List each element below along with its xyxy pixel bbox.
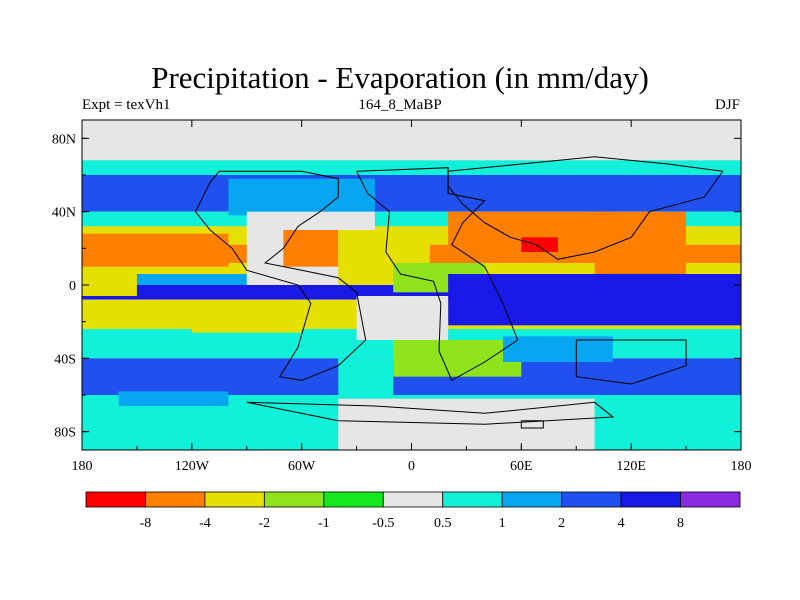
- colorbar-swatch: [145, 491, 206, 508]
- colorbar-label: 4: [618, 516, 625, 531]
- field-patch-17: [503, 336, 613, 362]
- field-patch-8: [594, 211, 687, 274]
- field-band-2: [82, 175, 741, 212]
- coastline-5: [520, 420, 544, 429]
- field-patch-9: [82, 233, 229, 267]
- latitude-axis: 80N 40N 0 40S 80S: [52, 132, 741, 441]
- coastlines: [194, 156, 724, 429]
- coastline-3: [575, 339, 687, 385]
- x-tick-label: 120W: [175, 459, 210, 474]
- page-title: Precipitation - Evaporation (in mm/day): [151, 60, 649, 95]
- colorbar-label: -0.5: [372, 516, 394, 531]
- field-patch-16: [393, 340, 522, 377]
- x-tick-label: 180: [72, 459, 93, 474]
- colorbar-label: -8: [140, 516, 152, 531]
- colorbar-label: 8: [677, 516, 684, 531]
- colorbar-swatch: [204, 491, 265, 508]
- x-tick-label: 60W: [288, 459, 316, 474]
- colorbar-swatch: [680, 491, 741, 508]
- colorbar: -8 -4 -2 -1 -0.5 0.5 1 2 4 8: [85, 491, 741, 531]
- colorbar-swatch: [620, 491, 681, 508]
- colorbar-swatch: [501, 491, 563, 508]
- coastline-1: [356, 167, 519, 382]
- colorbar-label: -1: [318, 516, 330, 531]
- colorbar-swatch: [382, 491, 444, 508]
- y-tick-label: 0: [69, 279, 76, 294]
- colorbar-label: 1: [499, 516, 506, 531]
- field-patch-10: [82, 274, 137, 296]
- field-patch-1: [228, 178, 375, 216]
- precip-evap-field: [82, 120, 741, 450]
- field-band-1: [82, 156, 741, 175]
- coastline-0: [194, 170, 367, 381]
- colorbar-swatch: [442, 491, 503, 508]
- season-label: DJF: [714, 97, 740, 113]
- y-tick-label: 80S: [54, 426, 76, 441]
- x-tick-label: 60E: [510, 459, 533, 474]
- field-patch-19: [118, 391, 229, 406]
- x-tick-label: 180: [731, 459, 752, 474]
- coastline-4: [246, 401, 615, 425]
- colorbar-label: -4: [199, 516, 211, 531]
- longitude-axis: 180 120W 60W 0 60E 120E 180: [72, 120, 752, 474]
- field-patch-3: [283, 230, 339, 267]
- field-patch-13: [356, 296, 449, 340]
- y-tick-label: 40S: [54, 352, 76, 367]
- field-patch-15: [338, 358, 394, 399]
- colorbar-label: 2: [558, 516, 565, 531]
- y-tick-label: 40N: [52, 206, 76, 221]
- colorbar-swatch: [561, 491, 622, 508]
- colorbar-label: -2: [259, 516, 271, 531]
- period-label: 164_8_MaBP: [358, 97, 442, 113]
- x-tick-label: 0: [408, 459, 415, 474]
- colorbar-swatch: [85, 491, 146, 508]
- colorbar-swatch: [263, 491, 325, 508]
- field-patch-14: [191, 303, 302, 333]
- colorbar-swatch: [323, 491, 384, 508]
- x-tick-label: 120E: [616, 459, 646, 474]
- y-tick-label: 80N: [52, 132, 76, 147]
- experiment-label: Expt = texVh1: [82, 97, 171, 113]
- coastline-2: [447, 156, 724, 260]
- colorbar-label: 0.5: [434, 516, 452, 531]
- field-patch-12: [448, 274, 741, 326]
- field-patch-7: [521, 237, 558, 252]
